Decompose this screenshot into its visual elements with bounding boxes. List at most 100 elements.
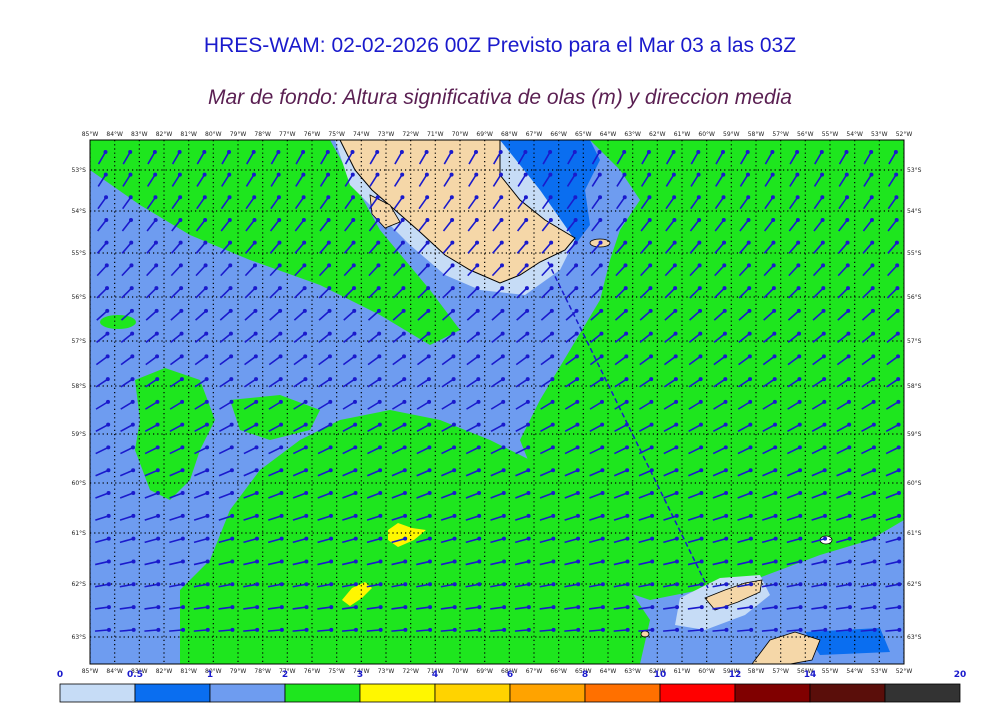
direction-arrow-head (179, 286, 184, 291)
direction-arrow (268, 469, 282, 477)
direction-arrow-head (204, 308, 209, 313)
direction-arrow-head (770, 149, 775, 154)
direction-arrow-head (672, 263, 677, 268)
direction-arrow-head (698, 377, 703, 382)
direction-arrow-head (427, 559, 432, 564)
direction-arrow-head (474, 195, 479, 200)
colorbar (59, 683, 961, 703)
direction-arrow (860, 606, 875, 610)
direction-arrow-head (771, 286, 776, 291)
direction-arrow (244, 287, 256, 299)
direction-arrow-head (699, 513, 704, 518)
direction-arrow (789, 151, 798, 165)
direction-arrow-head (549, 308, 554, 313)
direction-arrow-head (350, 149, 355, 154)
swell-low-southeast (805, 628, 890, 655)
direction-arrow-head (747, 331, 752, 336)
direction-arrow (514, 515, 529, 521)
direction-arrow-head (303, 331, 308, 336)
colorbar-labels: 0 0.5 1 2 3 4 6 8 10 12 14 20 (57, 670, 966, 680)
longitude-label: 64°W (600, 131, 617, 138)
direction-arrow (492, 174, 502, 187)
direction-arrow (245, 174, 255, 187)
direction-arrow (813, 219, 824, 232)
direction-arrow-head (871, 331, 876, 336)
direction-arrow-head (823, 536, 828, 541)
direction-arrow-head (154, 308, 159, 313)
direction-arrow-head (649, 377, 654, 382)
longitude-label: 83°W (131, 668, 148, 675)
direction-arrow-head (870, 240, 875, 245)
direction-arrow (542, 151, 551, 165)
direction-arrow-head (426, 377, 431, 382)
direction-arrow-head (303, 399, 308, 404)
direction-arrow (243, 629, 258, 632)
direction-arrow-head (722, 308, 727, 313)
direction-arrow (613, 629, 628, 632)
direction-arrow (267, 583, 282, 588)
direction-arrow (317, 446, 331, 455)
direction-arrow-head (129, 240, 134, 245)
direction-arrow-head (895, 286, 900, 291)
direction-arrow-head (128, 195, 133, 200)
direction-arrow-head (699, 468, 704, 473)
direction-arrow (366, 583, 381, 588)
direction-arrow-head (427, 536, 432, 541)
longitude-label: 78°W (254, 668, 271, 675)
direction-arrow (193, 515, 208, 521)
direction-arrow (244, 355, 257, 366)
direction-arrow-head (353, 468, 358, 473)
direction-arrow (589, 355, 603, 366)
direction-arrow (860, 492, 875, 499)
direction-arrow (467, 242, 478, 254)
map-subtitle: Mar de fondo: Altura significativa de ol… (208, 86, 792, 109)
direction-arrow (737, 469, 751, 477)
direction-arrow (319, 242, 330, 254)
direction-arrow-head (674, 582, 679, 587)
direction-arrow-head (351, 217, 356, 222)
direction-arrow-head (180, 445, 185, 450)
direction-arrow-head (152, 149, 157, 154)
direction-arrow (292, 606, 307, 610)
direction-arrow-head (897, 513, 902, 518)
direction-arrow-head (574, 354, 579, 359)
direction-arrow (317, 423, 331, 433)
direction-arrow-head (771, 263, 776, 268)
direction-arrow (614, 401, 628, 410)
longitude-label: 77°W (279, 668, 296, 675)
latitude-label: 58°S (72, 383, 87, 390)
direction-arrow (564, 606, 579, 610)
direction-arrow-head (622, 149, 627, 154)
latitude-label: 63°S (907, 634, 922, 641)
direction-arrow (120, 423, 134, 433)
direction-arrow (343, 310, 355, 321)
direction-arrow-head (622, 195, 627, 200)
direction-arrow (270, 151, 280, 165)
direction-arrow (416, 401, 430, 410)
direction-arrow-head (871, 445, 876, 450)
direction-arrow (193, 629, 208, 632)
colorbar-segment (884, 683, 961, 703)
direction-arrow-head (499, 195, 504, 200)
direction-arrow-head (551, 627, 556, 632)
direction-arrow-head (625, 536, 630, 541)
direction-arrow (120, 401, 134, 410)
direction-arrow-head (178, 217, 183, 222)
direction-arrow-head (106, 445, 111, 450)
direction-arrow-head (203, 286, 208, 291)
direction-arrow (836, 469, 850, 477)
direction-arrow-head (871, 399, 876, 404)
direction-arrow-head (819, 149, 824, 154)
direction-arrow-head (672, 240, 677, 245)
direction-arrow (615, 264, 627, 277)
colorbar-label: 14 (804, 670, 817, 680)
direction-arrow-head (204, 422, 209, 427)
direction-arrow (144, 492, 159, 499)
direction-arrow (514, 629, 529, 632)
direction-arrow-head (181, 605, 186, 610)
direction-arrow (737, 583, 752, 588)
direction-arrow (788, 219, 799, 232)
colorbar-label: 0 (57, 670, 63, 680)
direction-arrow-head (773, 582, 778, 587)
direction-arrow-head (869, 195, 874, 200)
